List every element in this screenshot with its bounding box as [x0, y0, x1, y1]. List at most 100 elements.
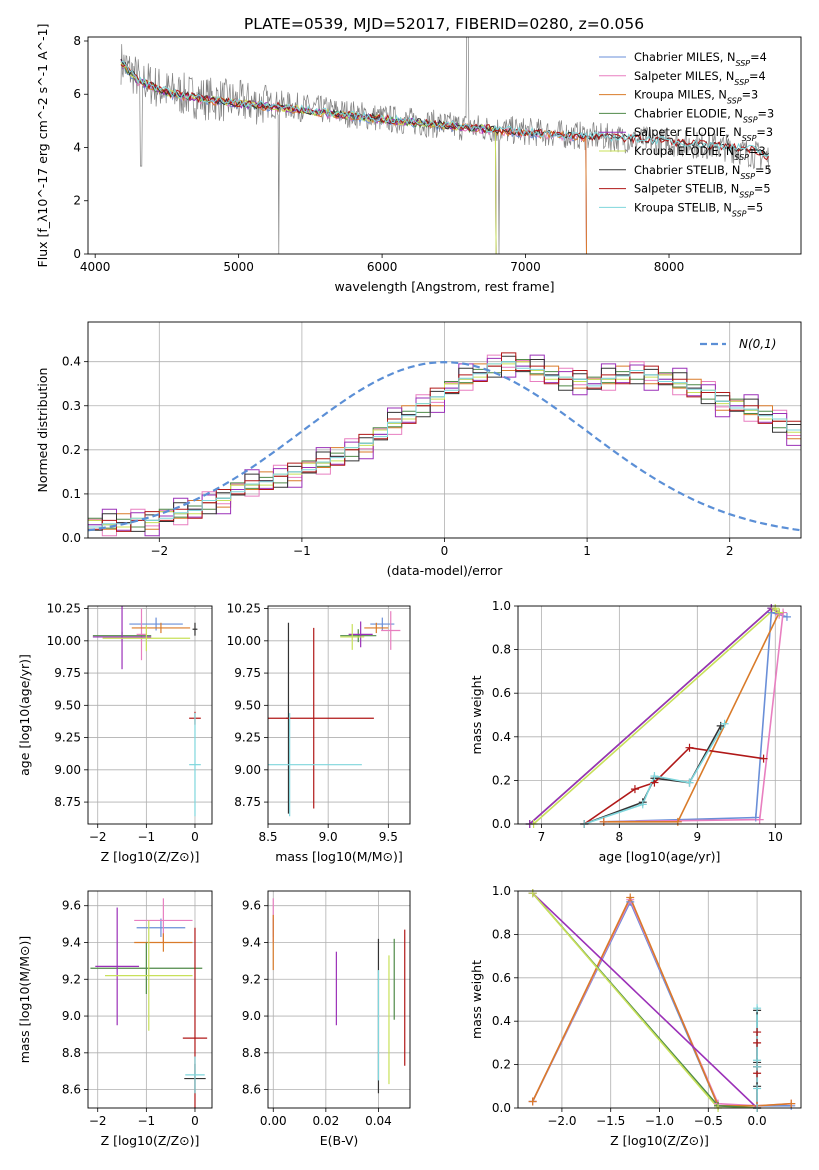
x-tick-label: 2 [726, 544, 734, 558]
y-tick-label: 9.6 [242, 899, 261, 913]
axes-frame [267, 605, 411, 825]
axes-frame [87, 321, 802, 539]
y-tick-label: 8.6 [62, 1083, 81, 1097]
y-tick-label: 8.8 [242, 1046, 261, 1060]
y-tick-label: 9.0 [62, 1009, 81, 1023]
y-tick-label: 9.00 [54, 763, 81, 777]
y-tick-label: 9.50 [234, 698, 261, 712]
y-tick-label: 1.0 [492, 599, 511, 613]
legend-entry: N(0,1) [739, 337, 776, 351]
legend-subscript: SSP [743, 115, 758, 124]
legend-entry: Chabrier STELIB, NSSP=5 [634, 164, 772, 181]
legend-subscript: SSP [732, 209, 747, 218]
model-spectrum-line [120, 63, 587, 254]
residual-histogram [88, 354, 801, 537]
data-point-marker [638, 800, 647, 809]
y-tick-label: 9.4 [62, 935, 81, 949]
x-tick-label: 4000 [80, 260, 111, 274]
model-spectrum-line [120, 61, 587, 254]
legend-text: Salpeter ELODIE, N [634, 126, 742, 139]
data-point-marker [650, 772, 659, 781]
x-axis-label: (data-model)/error [387, 563, 504, 578]
y-axis-label: mass weight [469, 960, 484, 1039]
mass-weight-line [603, 612, 780, 823]
figure-title: PLATE=0539, MJD=52017, FIBERID=0280, z=0… [244, 15, 644, 33]
y-tick-label: 0.2 [492, 1058, 511, 1072]
data-point-marker [755, 815, 764, 824]
y-tick-label: 0 [73, 247, 81, 261]
y-tick-label: 0.8 [492, 927, 511, 941]
legend-text-tail: =5 [755, 164, 772, 177]
data-point-marker [753, 1038, 762, 1047]
y-tick-label: 0.8 [492, 643, 511, 657]
legend-text-tail: =3 [749, 145, 766, 158]
y-tick-label: 9.4 [242, 935, 261, 949]
mass-weight-line [533, 607, 780, 824]
mass-weight-line [532, 892, 758, 1108]
mass-weight-line [583, 746, 764, 824]
legend-entry: Chabrier ELODIE, NSSP=3 [634, 107, 774, 124]
x-tick-label: −2.0 [547, 1114, 576, 1128]
x-tick-label: −0.5 [694, 1114, 723, 1128]
y-tick-label: 10.25 [47, 602, 81, 616]
model-spectrum-line [120, 58, 497, 254]
plot-area-residuals [88, 322, 801, 538]
data-point-marker [753, 1062, 762, 1071]
y-tick-label: 1.0 [492, 884, 511, 898]
x-tick-label: −1.0 [645, 1114, 674, 1128]
axes-frame [517, 890, 802, 1109]
residual-histogram [88, 361, 801, 528]
x-tick-label: −2 [89, 1114, 107, 1128]
y-tick-label: 9.6 [62, 899, 81, 913]
legend-text: Salpeter STELIB, N [634, 183, 739, 196]
legend-text: Kroupa STELIB, N [634, 201, 732, 214]
data-point-marker [528, 889, 537, 898]
axes-frame [87, 36, 802, 255]
mass-weight-line [531, 899, 792, 1107]
x-tick-label: −1 [293, 544, 311, 558]
x-axis-label: mass [log10(M/M⊙)] [275, 849, 403, 864]
x-axis-label: age [log10(age/yr)] [599, 849, 721, 864]
y-tick-label: 0.0 [492, 817, 511, 831]
y-tick-label: 9.25 [54, 731, 81, 745]
y-tick-label: 9.50 [54, 698, 81, 712]
x-tick-label: 9.5 [379, 830, 398, 844]
data-point-marker [753, 1084, 762, 1093]
y-tick-label: 8.8 [62, 1046, 81, 1060]
panel-mass-vs-EBV: 0.00 0.02 0.04 8.6 8.8 9.0 9.2 9.4 9.6 E(B-V) [242, 890, 411, 1148]
legend-text: Chabrier MILES, N [634, 51, 735, 64]
legend-subscript: SSP [734, 153, 749, 162]
panel-residuals: −2 −1 0 1 2 0.0 0.1 0.2 0.3 0.4 (data-model)/error… [35, 321, 802, 578]
panel-age-vs-mass: 8.5 9.0 9.5 8.75 9.00 9.25 9.50 9.75 10.00 10.25 m… [227, 602, 411, 864]
axes-frame [267, 890, 411, 1109]
mass-weight-line [603, 611, 788, 823]
y-axis-label: Normed distribution [35, 368, 50, 493]
mass-weight-line [531, 892, 758, 1108]
data-spectrum-line [120, 37, 770, 254]
legend-entry: Kroupa ELODIE, NSSP=3 [634, 145, 766, 162]
y-tick-label: 9.2 [242, 972, 261, 986]
x-tick-label: 7 [538, 830, 546, 844]
mass-weight-line [531, 895, 792, 1107]
y-tick-label: 0.0 [492, 1101, 511, 1115]
y-axis-label: Flux [f_λ10^-17 erg cm^-2 s^-1 A^-1] [35, 24, 50, 268]
residual-histogram [88, 355, 801, 532]
y-tick-label: 0.2 [492, 773, 511, 787]
data-point-marker [630, 785, 639, 794]
x-tick-label: 0 [191, 1114, 199, 1128]
x-tick-label: 5000 [223, 260, 254, 274]
x-tick-label: 9.0 [319, 830, 338, 844]
legend-text-tail: =3 [758, 107, 775, 120]
x-tick-label: 1 [583, 544, 591, 558]
y-tick-label: 0.4 [492, 1014, 511, 1028]
panel-age-vs-Z: −2 −1 0 8.75 9.00 9.25 9.50 9.75 10.00 10.25 Z [lo… [17, 602, 213, 864]
panel-spectrum: 4000 5000 6000 7000 8000 0 2 4 6 8 wavelength [Ang… [35, 24, 802, 294]
panel-massweight-vs-age: 7 8 9 10 0.0 0.2 0.4 0.6 0.8 1.0 age [log10(age/yr… [469, 599, 802, 864]
x-axis-label: wavelength [Angstrom, rest frame] [334, 279, 554, 294]
model-spectrum-line [120, 60, 587, 254]
x-tick-label: 9 [693, 830, 701, 844]
y-tick-label: 0.4 [492, 730, 511, 744]
x-axis-label: Z [log10(Z/Z⊙)] [101, 849, 200, 864]
legend-text-tail: =3 [742, 89, 759, 102]
data-point-marker [673, 817, 682, 826]
